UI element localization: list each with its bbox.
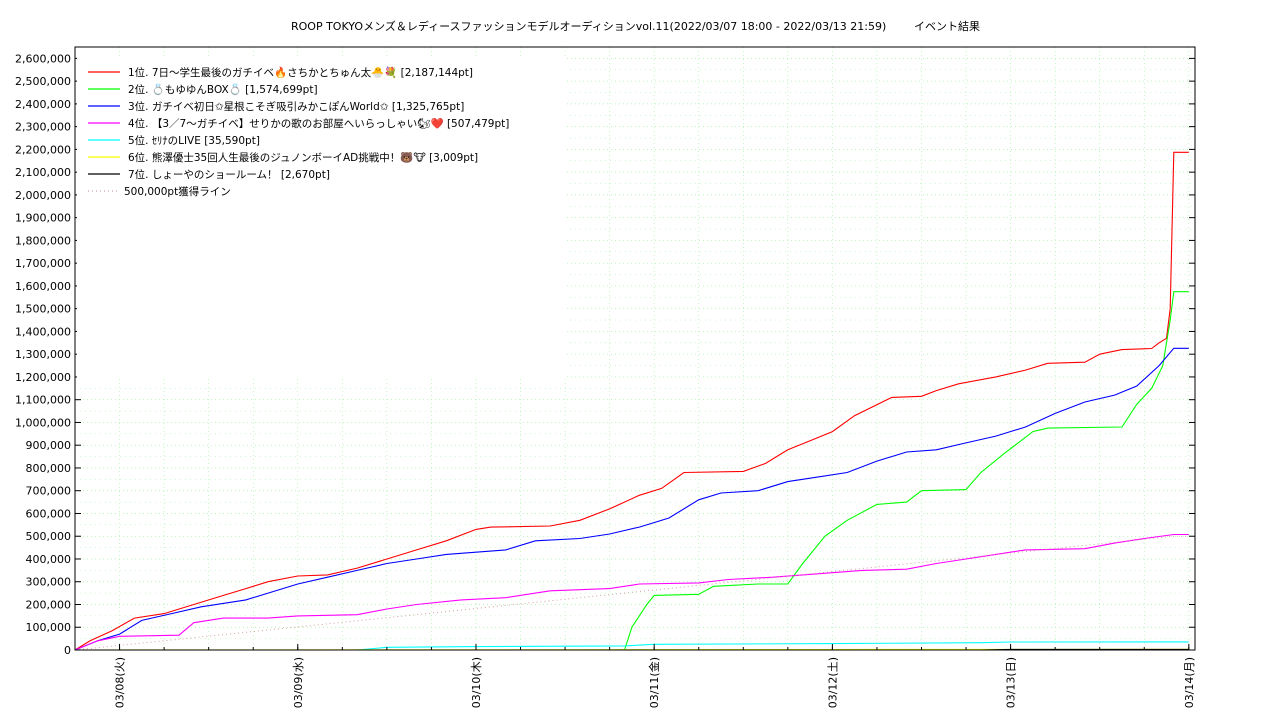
legend-label: 3位. ガチイベ初日✩星根こそぎ吸引みかこぽんWorld✩ [1,325,765… [128, 100, 464, 113]
y-tick-label: 400,000 [26, 553, 72, 566]
x-tick-label: 03/08(火) [114, 657, 127, 708]
y-tick-label: 1,700,000 [15, 257, 71, 270]
y-tick-label: 1,000,000 [15, 416, 71, 429]
y-tick-label: 1,200,000 [15, 371, 71, 384]
y-tick-label: 2,200,000 [15, 143, 71, 156]
y-tick-label: 1,800,000 [15, 234, 71, 247]
series-line-3 [74, 347, 1189, 651]
x-tick-label: 03/11(金) [647, 657, 661, 708]
series-line-8 [74, 535, 1189, 651]
x-tick-label: 03/10(木) [470, 657, 483, 708]
y-tick-label: 2,600,000 [15, 52, 71, 65]
x-tick-label: 03/13(日) [1005, 657, 1018, 708]
y-tick-label: 2,000,000 [15, 189, 71, 202]
legend-label: 1位. 7日〜学生最後のガチイベ🔥さちかとちゅん太🐣💐 [2,187,144pt… [128, 66, 473, 79]
legend: 1位. 7日〜学生最後のガチイベ🔥さちかとちゅん太🐣💐 [2,187,144pt… [77, 57, 567, 378]
y-tick-label: 700,000 [26, 485, 72, 498]
y-tick-label: 100,000 [26, 621, 72, 634]
y-tick-label: 600,000 [26, 507, 72, 520]
y-tick-label: 900,000 [26, 439, 72, 452]
legend-label: 2位. 💍もゆゆんBOX💍 [1,574,699pt] [128, 83, 318, 96]
y-tick-label: 0 [64, 644, 71, 657]
y-tick-label: 2,500,000 [15, 75, 71, 88]
y-tick-label: 2,300,000 [15, 121, 71, 134]
y-tick-label: 1,300,000 [15, 348, 71, 361]
series-line-2 [75, 291, 1189, 651]
y-tick-label: 1,600,000 [15, 280, 71, 293]
y-tick-label: 200,000 [26, 598, 72, 611]
legend-background [77, 57, 567, 378]
legend-label: 5位. ｾﾘﾅのLIVE [35,590pt] [128, 134, 260, 147]
y-tick-label: 2,100,000 [15, 166, 71, 179]
x-tick-label: 03/14(月) [1183, 657, 1196, 708]
series-line-4 [74, 533, 1189, 651]
axis-ticks: 0 100,000 200,000 300,000 400,000 500,000 600,… [15, 52, 1196, 708]
y-tick-label: 500,000 [26, 530, 72, 543]
series-line-1 [74, 151, 1189, 651]
y-tick-label: 1,900,000 [15, 212, 71, 225]
x-tick-label: 03/09(水) [292, 657, 305, 708]
legend-label: 500,000pt獲得ライン [124, 185, 231, 198]
legend-label: 4位. 【3／7〜ガチイベ】せりかの歌のお部屋へいらっしゃい🐿❤️ [507,4… [128, 117, 509, 130]
y-tick-label: 1,500,000 [15, 303, 71, 316]
y-tick-label: 1,100,000 [15, 394, 71, 407]
plot-frame [74, 46, 1196, 651]
y-tick-label: 2,400,000 [15, 98, 71, 111]
y-tick-label: 1,400,000 [15, 325, 71, 338]
y-tick-label: 300,000 [26, 576, 72, 589]
legend-label: 6位. 熊澤優士35回人生最後のジュノンボーイAD挑戦中！🐻🐮 [3,009pt… [128, 151, 478, 164]
chart-title: ROOP TOKYOメンズ＆レディースファッションモデルオーディションvol.1… [291, 19, 886, 33]
chart-subtitle: イベント結果 [914, 19, 980, 33]
legend-label: 7位. しょーやのショールーム！ [2,670pt] [128, 168, 330, 181]
x-tick-label: 03/12(土) [826, 657, 839, 708]
series-line-5 [75, 641, 1189, 651]
y-tick-label: 800,000 [26, 462, 72, 475]
